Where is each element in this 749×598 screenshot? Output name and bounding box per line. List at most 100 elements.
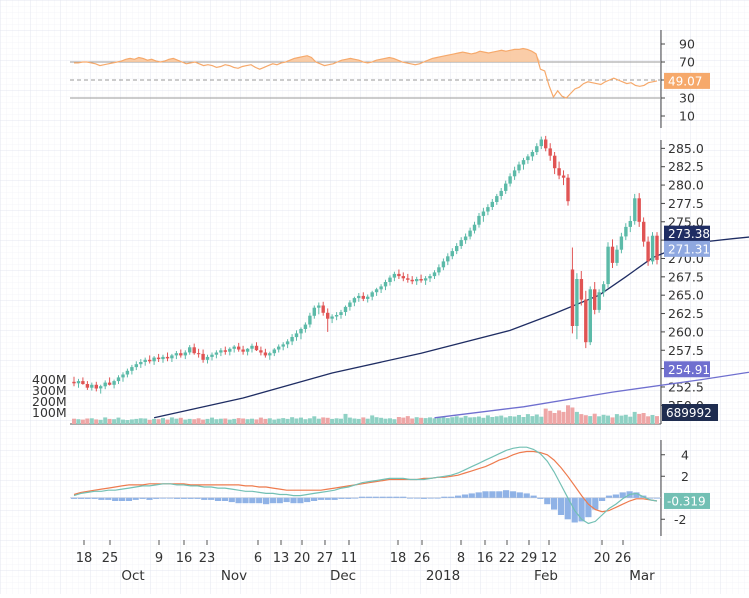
- candle-body: [589, 289, 592, 342]
- volume-bar: [312, 416, 316, 424]
- x-minor-tick-label: 20: [294, 551, 311, 566]
- volume-bar: [602, 415, 606, 424]
- candle-body: [81, 381, 84, 384]
- x-minor-tick-label: 18: [76, 551, 93, 566]
- macd-histogram-bar: [448, 497, 454, 498]
- candle-body: [237, 347, 240, 350]
- candle-body: [273, 350, 276, 354]
- volume-bar: [517, 415, 521, 424]
- x-minor-tick-label: 29: [521, 551, 538, 566]
- macd-histogram-bar: [146, 498, 152, 500]
- volume-bar: [424, 418, 428, 424]
- candle-body: [646, 242, 649, 262]
- volume-bar: [388, 418, 392, 424]
- volume-bar: [241, 419, 245, 425]
- candle-body: [602, 284, 605, 292]
- macd-histogram-bar: [263, 498, 269, 504]
- macd-histogram-bar: [78, 498, 84, 499]
- volume-bar: [281, 418, 285, 424]
- candle-body: [255, 346, 258, 350]
- volume-bar: [117, 418, 121, 424]
- volume-bar: [655, 416, 659, 424]
- price-last-value-label: 273.38: [668, 227, 710, 241]
- volume-bar: [450, 417, 454, 424]
- volume-bar: [384, 419, 388, 424]
- candle-body: [651, 236, 654, 262]
- macd-histogram-bar: [606, 496, 612, 498]
- volume-bar: [464, 416, 468, 424]
- volume-bar: [188, 419, 192, 424]
- candle-body: [388, 278, 391, 282]
- price-tick-label: 262.5: [668, 306, 704, 321]
- volume-bar: [548, 411, 552, 424]
- volume-bar: [246, 419, 250, 424]
- x-minor-tick-label: 8: [457, 551, 465, 566]
- volume-bar: [459, 418, 463, 424]
- candle-body: [170, 355, 173, 358]
- candle-body: [638, 198, 641, 222]
- candle-body: [295, 333, 298, 337]
- candle-body: [335, 315, 338, 317]
- macd-histogram-bar: [208, 498, 214, 500]
- candle-body: [522, 160, 525, 164]
- volume-bar: [392, 419, 396, 424]
- macd-histogram-bar: [311, 498, 317, 501]
- volume-bar: [326, 418, 330, 424]
- macd-histogram-bar: [105, 498, 111, 500]
- volume-bar: [85, 419, 89, 425]
- candle-body: [264, 353, 267, 356]
- candle-body: [415, 279, 418, 281]
- volume-bar: [597, 416, 601, 424]
- volume-bar: [437, 418, 441, 424]
- candle-body: [553, 156, 556, 169]
- macd-histogram-bar: [332, 498, 338, 500]
- macd-histogram-bar: [469, 493, 475, 497]
- macd-histogram-bar: [92, 498, 98, 499]
- macd-tick-label: 4: [681, 447, 689, 462]
- volume-bar: [321, 417, 325, 424]
- candle-body: [206, 357, 209, 360]
- candle-body: [393, 274, 396, 278]
- volume-bar: [134, 419, 138, 424]
- candle-body: [268, 353, 271, 355]
- macd-histogram-bar: [531, 496, 537, 498]
- volume-bar: [406, 416, 410, 424]
- candle-body: [152, 358, 155, 362]
- candle-body: [371, 292, 374, 296]
- volume-bar: [174, 419, 178, 424]
- volume-bar: [401, 418, 405, 424]
- volume-bar: [228, 420, 232, 424]
- volume-bar: [232, 419, 236, 424]
- candle-body: [549, 148, 552, 155]
- candle-body: [144, 360, 147, 362]
- macd-histogram-bar: [338, 498, 344, 499]
- candle-body: [468, 231, 471, 237]
- volume-bar: [606, 416, 610, 424]
- volume-bar: [179, 418, 183, 424]
- volume-bar: [121, 420, 125, 424]
- candle-body: [108, 383, 111, 385]
- macd-histogram-bar: [277, 498, 283, 503]
- macd-histogram-bar: [476, 492, 482, 497]
- volume-bar: [481, 418, 485, 424]
- macd-histogram-bar: [414, 498, 420, 499]
- volume-bar: [348, 418, 352, 424]
- macd-histogram-bar: [153, 498, 159, 499]
- candle-body: [495, 196, 498, 202]
- volume-bar: [455, 416, 459, 424]
- candle-body: [437, 267, 440, 272]
- macd-histogram-bar: [579, 498, 585, 522]
- macd-tick-label: 2: [681, 469, 689, 484]
- candle-body: [210, 355, 213, 357]
- volume-bar: [259, 418, 263, 424]
- macd-histogram-bar: [503, 490, 509, 498]
- volume-bar: [370, 415, 374, 424]
- candle-body: [562, 176, 565, 178]
- volume-bar: [486, 415, 490, 424]
- macd-histogram-bar: [174, 498, 180, 499]
- candle-body: [308, 316, 311, 325]
- candle-body: [606, 247, 609, 284]
- candle-body: [535, 146, 538, 152]
- candle-body: [344, 307, 347, 312]
- price-tick-label: 260.0: [668, 324, 704, 339]
